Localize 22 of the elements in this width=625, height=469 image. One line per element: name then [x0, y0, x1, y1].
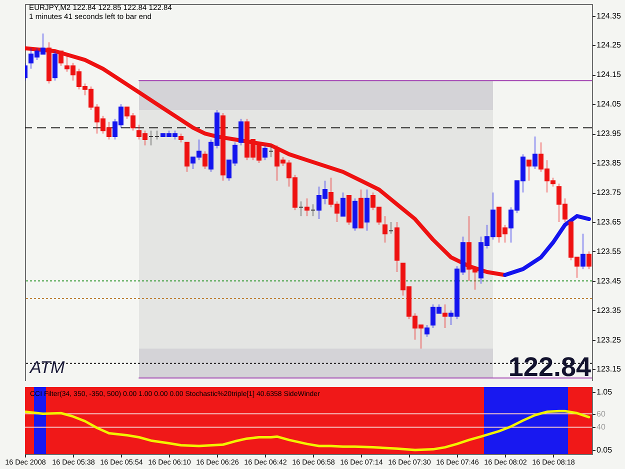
y-tick-label: 123.35: [596, 306, 622, 315]
y2-tick-label: 60: [596, 409, 606, 418]
y-tick-label: 124.25: [596, 40, 622, 50]
y-tick-label: 123.15: [596, 364, 622, 374]
y-tick-label: 123.25: [596, 335, 622, 344]
y-tick-label: 0.05: [596, 445, 613, 454]
y-tick-label: 124.35: [596, 11, 622, 20]
y-tick-label: 123.95: [596, 129, 622, 138]
y-tick-label: 123.75: [596, 188, 622, 197]
y-tick-label: 123.85: [596, 158, 622, 168]
line-series: [25, 410, 590, 452]
y2-tick-label: 40: [596, 422, 606, 432]
annotation: 122.84: [508, 352, 591, 382]
y-tick-label: 123.65: [596, 217, 622, 226]
line-series: [503, 214, 591, 277]
y-tick-label: 1.05: [596, 388, 613, 397]
line-series: [25, 46, 507, 277]
y-tick-label: 123.45: [596, 276, 622, 286]
y-tick-label: 123.55: [596, 246, 622, 256]
annotation: ATM: [29, 358, 66, 377]
y-tick-label: 124.15: [596, 70, 622, 80]
y-tick-label: 124.05: [596, 100, 622, 109]
